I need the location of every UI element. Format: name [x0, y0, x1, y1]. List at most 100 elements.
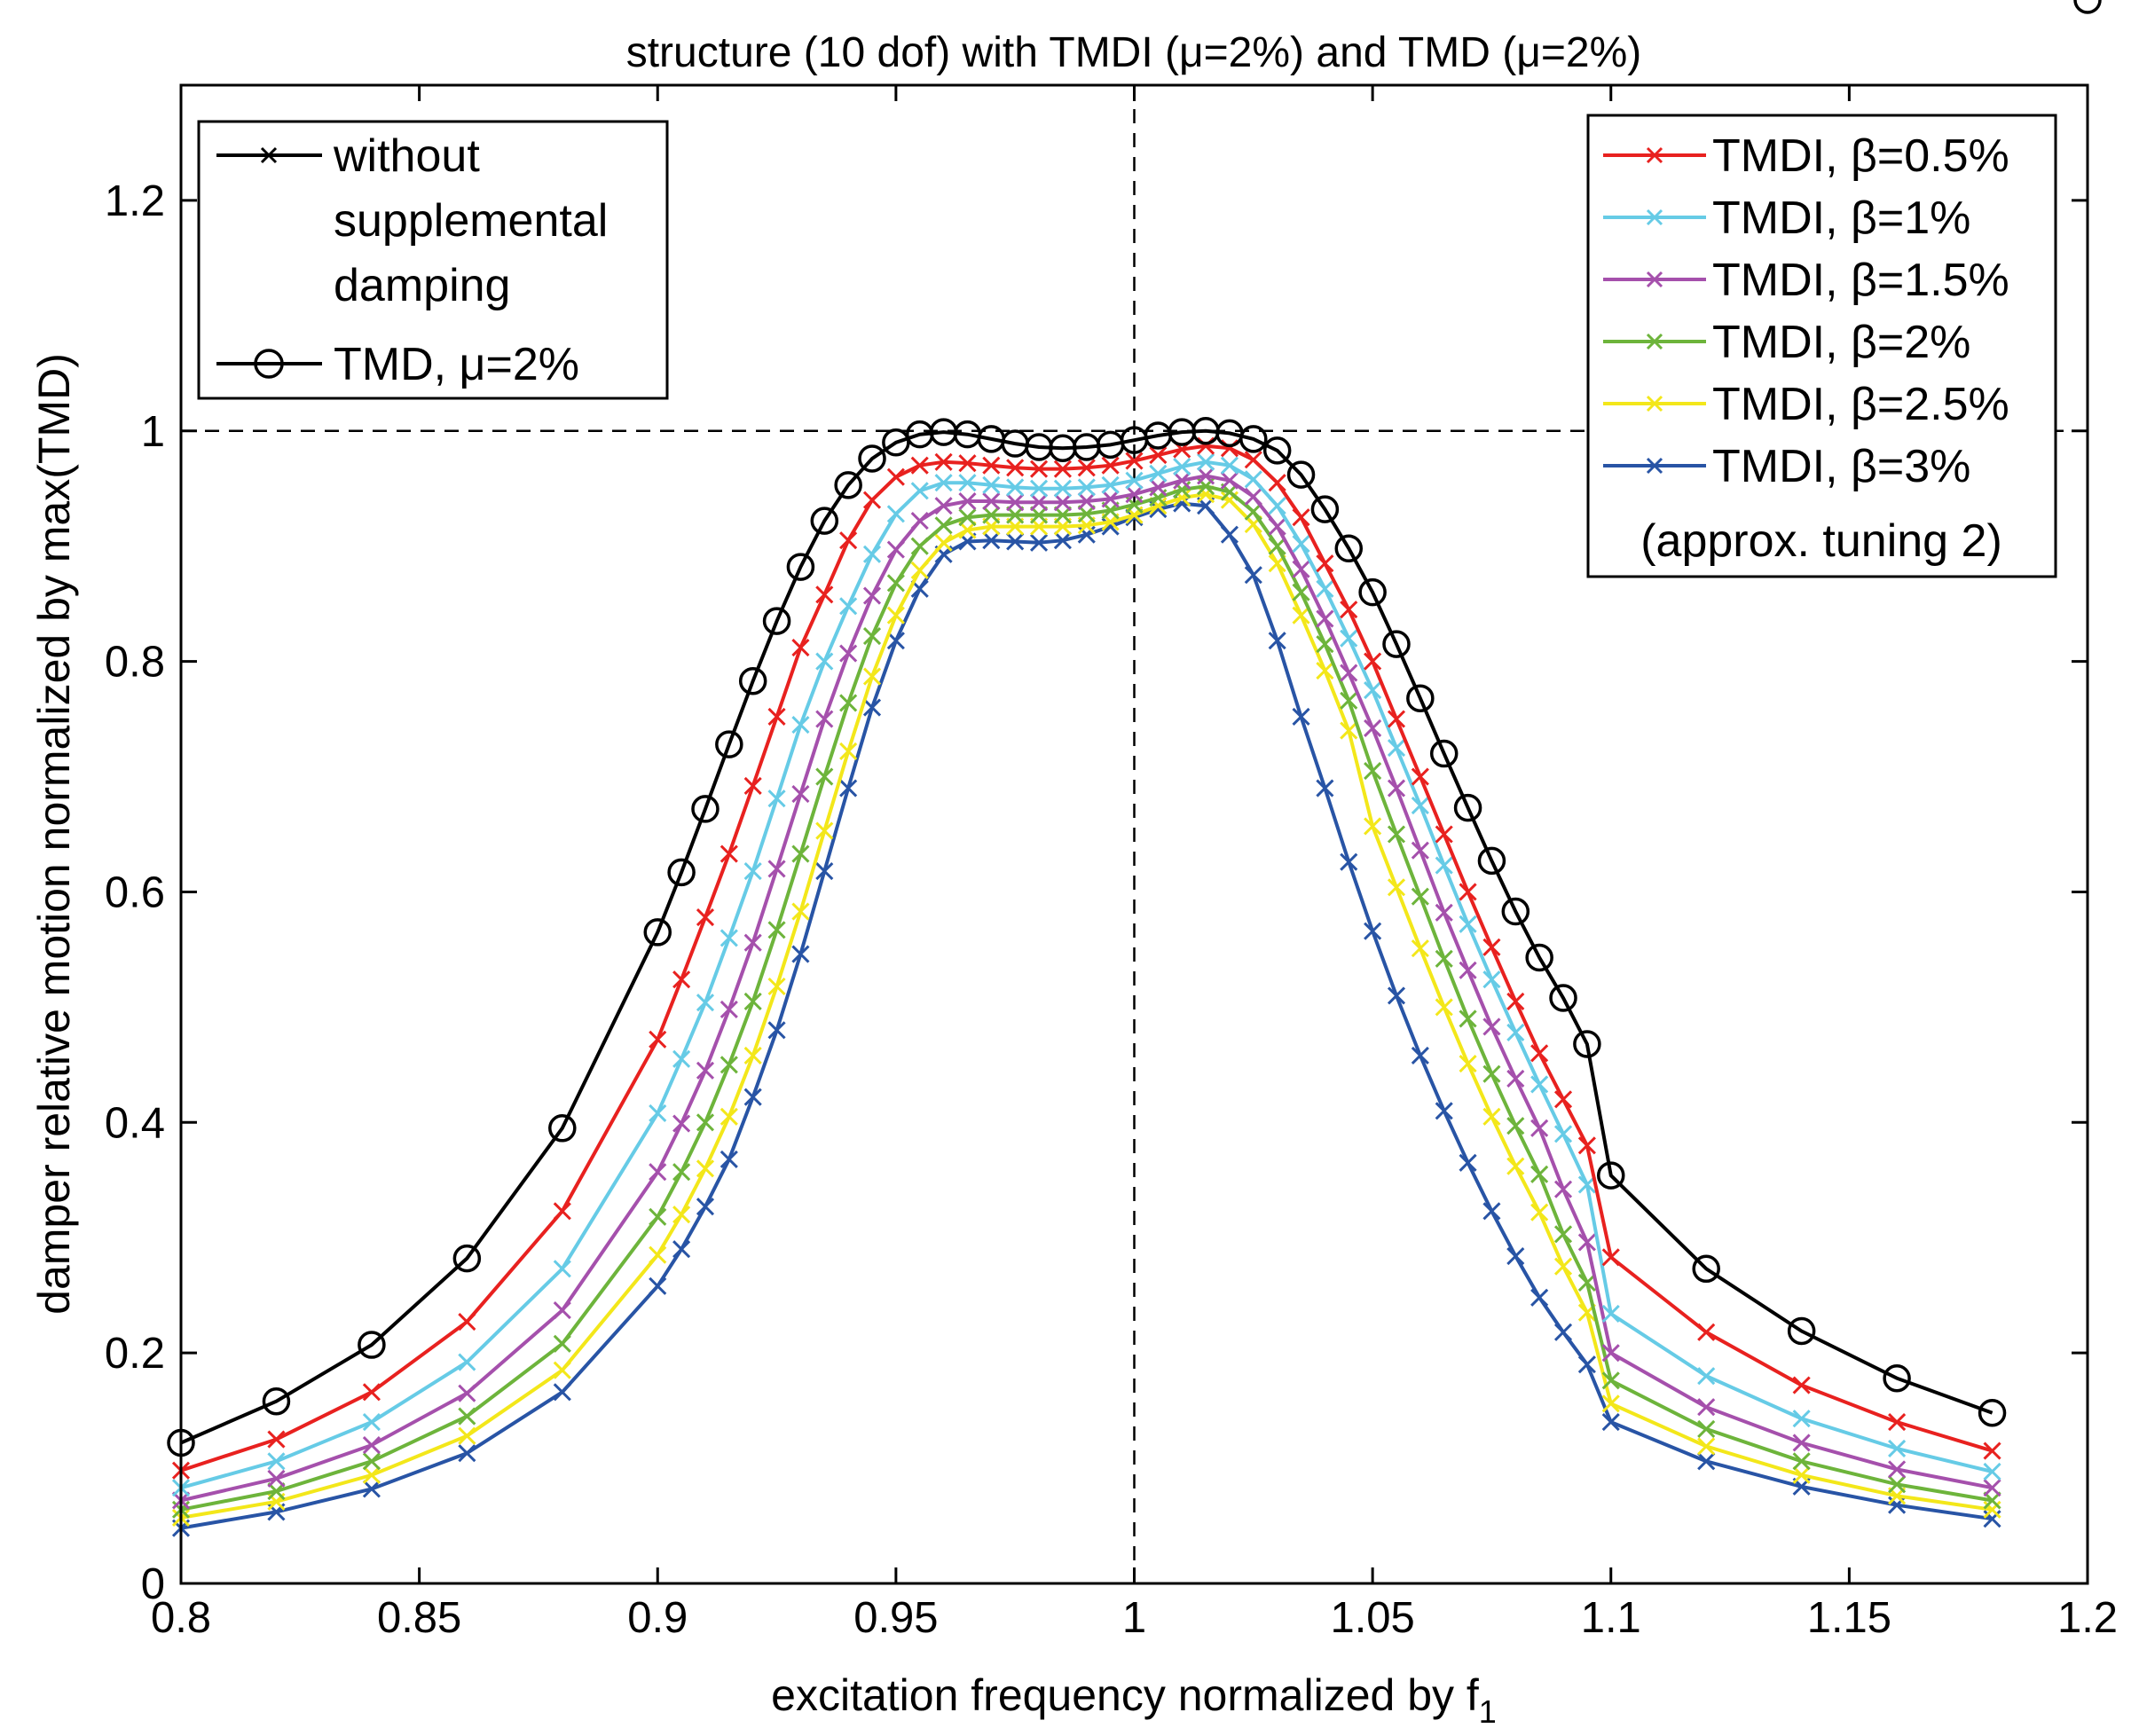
- data-point-tmdi-1-7: [696, 994, 715, 1012]
- data-point-tmd-3: [452, 1244, 482, 1273]
- data-point-tmdi-0-1: [267, 1430, 286, 1449]
- data-point-tmd-32: [1286, 460, 1316, 489]
- data-point-tmdi-0-49: [1983, 1441, 2001, 1460]
- data-point-tmdi-0-7: [696, 907, 715, 927]
- data-point-tmdi-0-36: [1387, 710, 1406, 728]
- data-point-tmd-38: [1429, 739, 1459, 768]
- data-point-tmdi-3-14: [862, 626, 882, 646]
- data-point-tmdi-5-45: [1601, 1413, 1620, 1432]
- data-point-tmdi-2-29: [1220, 471, 1239, 490]
- data-point-tmdi-0-30: [1244, 451, 1262, 469]
- data-point-tmdi-0-9: [743, 776, 762, 795]
- data-point-tmdi-2-49: [1983, 1479, 2001, 1497]
- data-point-tmdi-1-23: [1077, 478, 1096, 497]
- data-point-tmdi-4-7: [696, 1159, 715, 1178]
- data-point-tmdi-1-15: [886, 505, 905, 523]
- data-point-tmdi-3-36: [1387, 825, 1406, 844]
- data-point-tmdi-2-11: [791, 784, 810, 804]
- data-point-tmdi-0-18: [958, 454, 977, 473]
- data-point-tmdi-1-14: [862, 545, 882, 563]
- data-point-tmdi-4-32: [1292, 606, 1310, 624]
- data-point-tmd-5: [643, 918, 672, 947]
- data-point-tmdi-2-14: [862, 586, 882, 605]
- data-point-tmd-31: [1262, 436, 1292, 465]
- data-point-tmdi-2-39: [1459, 961, 1477, 979]
- data-point-tmdi-3-41: [1506, 1117, 1525, 1135]
- data-point-tmdi-0-24: [1101, 456, 1120, 475]
- x-tick-label-6: 1.1: [1581, 1594, 1641, 1642]
- y-tick-label-4: 0.8: [105, 639, 165, 687]
- data-point-tmd-47: [1787, 1316, 1816, 1346]
- data-point-tmdi-1-29: [1220, 456, 1239, 475]
- series-line-tmdi-2: [180, 474, 1993, 1503]
- data-point-tmdi-5-8: [720, 1150, 738, 1168]
- data-point-tmd-44: [1573, 1030, 1601, 1058]
- data-point-tmdi-3-2: [362, 1452, 381, 1471]
- data-point-tmdi-5-36: [1387, 986, 1406, 1005]
- data-point-tmdi-5-41: [1506, 1246, 1525, 1266]
- data-point-tmd-11: [786, 553, 815, 581]
- data-point-tmdi-5-3: [458, 1444, 476, 1463]
- data-point-tmd-7: [691, 795, 720, 823]
- data-point-tmdi-3-21: [1029, 506, 1049, 524]
- data-point-tmdi-2-48: [1888, 1460, 1907, 1479]
- series-line-tmdi-4: [180, 492, 1993, 1520]
- x-axis-label-subscript: 1: [1479, 1693, 1497, 1730]
- data-point-tmd-46: [1692, 1254, 1720, 1284]
- data-point-tmdi-2-40: [1482, 1017, 1501, 1036]
- y-axis-label: damper relative motion normalized by max…: [29, 353, 79, 1315]
- data-point-tmdi-5-35: [1364, 922, 1382, 940]
- data-point-tmdi-4-14: [862, 667, 882, 686]
- y-tick-label-2: 0.4: [105, 1099, 165, 1147]
- legend-right-marker-2: [1646, 271, 1663, 288]
- data-point-tmdi-5-9: [743, 1088, 762, 1106]
- x-tick-label-0: 0.8: [151, 1594, 211, 1642]
- data-point-tmdi-4-46: [1697, 1437, 1716, 1456]
- data-point-tmdi-2-26: [1149, 478, 1168, 497]
- data-point-tmdi-0-37: [1411, 767, 1429, 786]
- data-point-tmdi-2-44: [1577, 1233, 1596, 1252]
- data-point-tmdi-2-20: [1006, 493, 1025, 512]
- data-point-tmdi-2-25: [1125, 485, 1144, 504]
- data-point-tmdi-2-2: [362, 1436, 381, 1455]
- data-point-tmdi-0-35: [1364, 652, 1382, 671]
- data-point-tmd-9: [738, 666, 767, 695]
- data-point-tmdi-1-5: [649, 1104, 667, 1122]
- data-point-tmdi-4-37: [1411, 939, 1429, 958]
- data-point-tmdi-3-6: [672, 1163, 691, 1182]
- data-point-tmdi-1-41: [1506, 1023, 1525, 1042]
- legend-note: (approx. tuning 2): [1640, 515, 2002, 567]
- data-point-tmdi-3-13: [839, 694, 858, 712]
- data-point-tmdi-2-28: [1197, 467, 1215, 485]
- data-point-tmd-42: [1525, 943, 1553, 972]
- data-point-tmdi-1-44: [1577, 1175, 1596, 1194]
- legend-right-label-3: TMDI, β=2%: [1712, 317, 1970, 368]
- legend-right-label-0: TMDI, β=0.5%: [1712, 130, 2009, 182]
- legend-right-label-2: TMDI, β=1.5%: [1712, 255, 2009, 306]
- data-point-tmdi-2-22: [1053, 493, 1072, 512]
- x-tick-label-8: 1.2: [2057, 1594, 2118, 1642]
- data-point-tmdi-3-17: [934, 516, 953, 535]
- data-point-tmdi-2-12: [815, 710, 834, 728]
- data-point-tmdi-1-33: [1316, 579, 1334, 598]
- data-point-tmdi-2-7: [696, 1061, 715, 1080]
- data-point-tmd-45: [1597, 1161, 1625, 1190]
- data-point-tmd-37: [1406, 684, 1435, 712]
- data-point-tmdi-2-15: [886, 540, 905, 559]
- data-point-tmdi-0-41: [1506, 992, 1525, 1010]
- data-point-tmdi-1-20: [1006, 478, 1025, 497]
- data-point-tmd-50: [2073, 0, 2102, 14]
- x-axis-label-text: excitation frequency normalized by f: [771, 1670, 1479, 1720]
- data-point-tmdi-4-40: [1482, 1107, 1501, 1126]
- data-point-tmdi-5-42: [1530, 1288, 1549, 1307]
- legend-right-marker-4: [1646, 395, 1663, 412]
- data-point-tmdi-1-2: [362, 1413, 381, 1432]
- data-point-tmdi-2-17: [934, 497, 953, 515]
- series-tmdi-5: [173, 496, 2001, 1537]
- data-point-tmdi-3-35: [1364, 761, 1382, 781]
- data-point-tmd-30: [1239, 425, 1268, 453]
- data-point-tmdi-4-41: [1506, 1157, 1525, 1175]
- data-point-tmdi-5-43: [1553, 1323, 1573, 1341]
- data-point-tmdi-0-22: [1053, 460, 1072, 478]
- data-point-tmdi-4-9: [743, 1046, 762, 1065]
